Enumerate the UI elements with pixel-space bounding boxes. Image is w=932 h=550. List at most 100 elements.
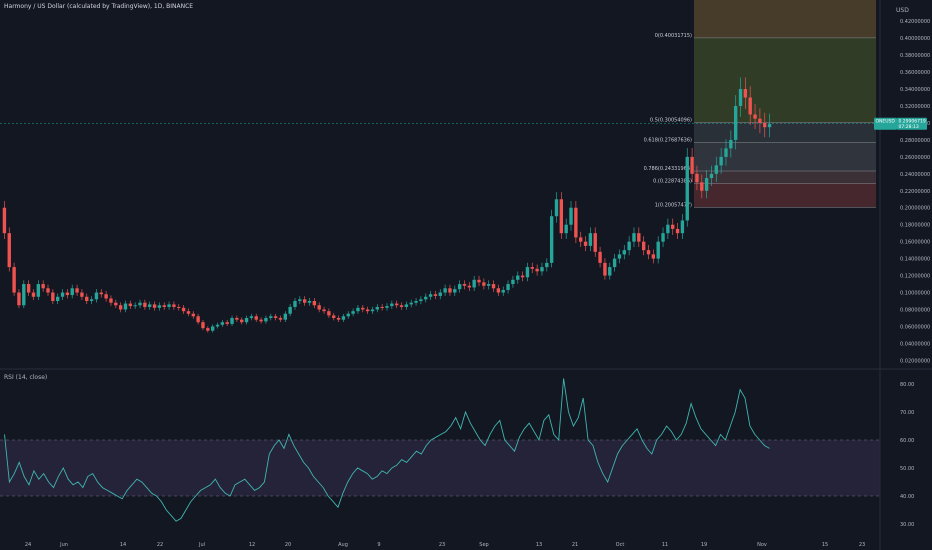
candle[interactable] [375, 306, 380, 310]
candle[interactable] [763, 122, 767, 128]
candle[interactable] [496, 288, 501, 293]
candle[interactable] [99, 292, 103, 295]
candle[interactable] [370, 309, 375, 312]
candle[interactable] [733, 105, 738, 140]
candle[interactable] [191, 313, 195, 317]
candle[interactable] [327, 311, 331, 316]
candle[interactable] [608, 267, 612, 276]
candle[interactable] [525, 267, 530, 278]
candle[interactable] [254, 316, 258, 320]
candle[interactable] [603, 262, 607, 276]
candle[interactable] [738, 89, 743, 106]
candle[interactable] [322, 309, 326, 312]
candle[interactable] [133, 305, 137, 307]
candle[interactable] [632, 233, 636, 242]
candle[interactable] [729, 139, 733, 149]
candle[interactable] [235, 317, 239, 320]
candle[interactable] [302, 299, 307, 303]
candle[interactable] [201, 322, 205, 329]
candle[interactable] [675, 228, 680, 234]
candle[interactable] [94, 292, 99, 300]
candle[interactable] [690, 156, 694, 174]
candle[interactable] [409, 302, 413, 305]
candle[interactable] [89, 299, 94, 302]
candle[interactable] [85, 296, 89, 302]
candle[interactable] [758, 118, 762, 123]
candle[interactable] [671, 224, 675, 229]
candle[interactable] [114, 302, 118, 306]
candle[interactable] [17, 292, 21, 306]
candle[interactable] [264, 317, 268, 322]
candle[interactable] [162, 305, 166, 307]
candle[interactable] [748, 97, 752, 115]
candle[interactable] [583, 241, 588, 246]
candle[interactable] [574, 207, 578, 238]
candle[interactable] [341, 316, 346, 320]
candle[interactable] [443, 288, 447, 293]
candle[interactable] [719, 156, 723, 166]
candle[interactable] [2, 207, 7, 234]
candle[interactable] [530, 267, 534, 269]
candle[interactable] [336, 317, 341, 320]
candle[interactable] [545, 262, 549, 268]
candle[interactable] [709, 173, 714, 179]
candle[interactable] [641, 241, 646, 251]
candle[interactable] [356, 307, 360, 312]
rsi-indicator-label[interactable]: RSI (14, close) [4, 374, 48, 381]
candle[interactable] [361, 307, 365, 310]
candle[interactable] [399, 305, 404, 307]
candle[interactable] [588, 233, 593, 246]
candle[interactable] [714, 165, 719, 174]
candle[interactable] [123, 303, 128, 310]
candle[interactable] [65, 292, 70, 296]
candle[interactable] [206, 328, 210, 331]
candle[interactable] [666, 224, 670, 234]
candle[interactable] [448, 288, 452, 293]
candle[interactable] [41, 284, 45, 289]
candle[interactable] [414, 301, 418, 303]
candle[interactable] [269, 316, 273, 318]
candle[interactable] [516, 275, 520, 280]
candle[interactable] [351, 311, 355, 314]
candle[interactable] [394, 303, 399, 306]
candle[interactable] [390, 303, 394, 307]
candle[interactable] [579, 237, 583, 242]
candle[interactable] [700, 182, 704, 191]
candle[interactable] [152, 304, 157, 308]
candle[interactable] [612, 258, 617, 268]
candle[interactable] [365, 309, 370, 312]
candle[interactable] [549, 216, 554, 263]
candle[interactable] [177, 306, 181, 308]
candle[interactable] [535, 268, 539, 272]
candle[interactable] [704, 178, 709, 191]
candle[interactable] [467, 285, 472, 288]
rsi-line[interactable] [4, 378, 770, 522]
candle[interactable] [477, 279, 481, 283]
candle[interactable] [172, 304, 176, 307]
candle[interactable] [598, 251, 602, 263]
candle[interactable] [46, 288, 50, 293]
candle[interactable] [244, 317, 249, 323]
candle[interactable] [404, 304, 409, 307]
candle[interactable] [80, 292, 84, 297]
candle[interactable] [60, 292, 65, 297]
candle[interactable] [36, 284, 41, 297]
candle[interactable] [7, 233, 11, 268]
candle[interactable] [283, 313, 287, 320]
candle[interactable] [385, 306, 389, 308]
candle[interactable] [656, 241, 660, 259]
candle[interactable] [540, 267, 544, 272]
candle[interactable] [743, 89, 748, 98]
candle[interactable] [419, 299, 423, 302]
candle[interactable] [51, 292, 55, 302]
candle[interactable] [462, 284, 467, 286]
candle[interactable] [559, 199, 564, 234]
candle[interactable] [138, 302, 142, 306]
candle[interactable] [118, 305, 123, 310]
candle[interactable] [273, 316, 278, 318]
candle[interactable] [259, 319, 263, 322]
candle[interactable] [511, 279, 515, 285]
candle[interactable] [637, 233, 641, 242]
candle[interactable] [186, 311, 191, 314]
